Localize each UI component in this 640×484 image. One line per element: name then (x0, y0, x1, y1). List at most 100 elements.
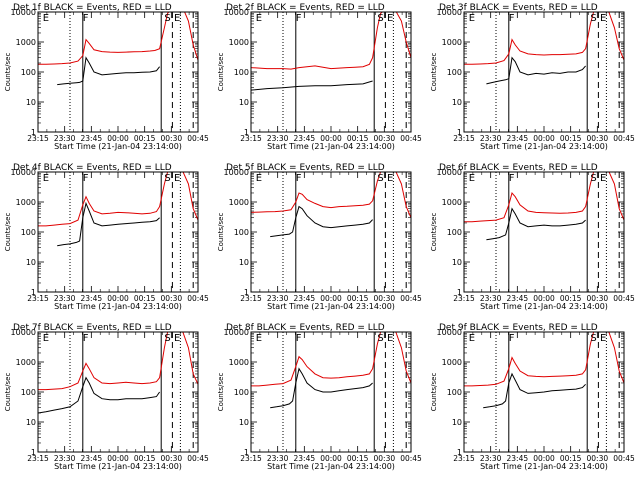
plot-frame (37, 331, 199, 453)
segment-label: E (387, 173, 393, 184)
panel-title: Det 4f BLACK = Events, RED = LLD (13, 163, 172, 173)
x-tick-label: 00:00 (320, 294, 342, 303)
y-tick-label: 10 (452, 258, 462, 267)
segment-label: F (509, 333, 515, 344)
series-line-lld (38, 12, 198, 65)
x-tick-label: 00:30 (161, 454, 183, 463)
segment-label: S (164, 13, 170, 24)
y-tick-label: 1000 (16, 358, 36, 367)
y-tick-label: 10000 (224, 8, 249, 17)
y-tick-label: 1000 (16, 198, 36, 207)
series-line-events (270, 205, 373, 238)
panel-title: Det 1f BLACK = Events, RED = LLD (13, 3, 172, 13)
x-tick-label: 00:30 (374, 294, 396, 303)
x-tick-label: 23:30 (267, 454, 289, 463)
y-tick-label: 1 (457, 448, 462, 457)
x-tick-label: 23:45 (81, 454, 103, 463)
x-tick-label: 00:15 (347, 294, 369, 303)
series-line-lld (251, 12, 411, 70)
x-tick-label: 00:00 (107, 134, 129, 143)
x-tick-label: 00:00 (533, 294, 555, 303)
series-line-lld (251, 332, 411, 387)
detector-panel: Det 2f BLACK = Events, RED = LLD Counts/s… (217, 3, 422, 151)
x-tick-label: 23:15 (27, 294, 49, 303)
y-tick-label: 10 (452, 98, 462, 107)
segment-label: E (43, 13, 49, 24)
x-tick-label: 23:30 (54, 454, 76, 463)
x-tick-label: 00:45 (613, 454, 635, 463)
x-tick-label: 23:45 (507, 134, 529, 143)
y-tick-label: 100 (234, 388, 249, 397)
series-group (38, 12, 198, 86)
y-tick-label: 1000 (442, 38, 462, 47)
series-line-lld (38, 172, 198, 227)
y-tick-label: 100 (234, 228, 249, 237)
y-axis-title: Counts/sec (430, 53, 438, 92)
segment-label: S (377, 173, 383, 184)
x-tick-label: 23:45 (81, 134, 103, 143)
segment-label: E (43, 333, 49, 344)
y-tick-label: 10 (452, 418, 462, 427)
y-tick-label: 1000 (229, 198, 249, 207)
y-tick-label: 10 (26, 418, 36, 427)
segment-label: S (590, 173, 596, 184)
segment-label: E (256, 13, 262, 24)
segment-label: S (590, 333, 596, 344)
series-group (251, 172, 411, 238)
y-tick-label: 1 (457, 288, 462, 297)
x-tick-label: 00:30 (587, 134, 609, 143)
y-tick-label: 100 (21, 228, 36, 237)
x-tick-label: 23:15 (27, 134, 49, 143)
y-tick-label: 100 (447, 228, 462, 237)
segment-label: E (387, 13, 393, 24)
detector-panel: Det 5f BLACK = Events, RED = LLD Counts/s… (217, 163, 422, 311)
panel-title: Det 9f BLACK = Events, RED = LLD (439, 323, 598, 333)
x-axis-title: Start Time (21-Jan-04 23:14:00) (480, 462, 608, 471)
y-tick-label: 10 (239, 258, 249, 267)
segment-label: E (600, 13, 606, 24)
series-line-events (38, 376, 161, 414)
y-tick-label: 1000 (442, 198, 462, 207)
x-tick-label: 00:45 (400, 294, 422, 303)
x-tick-label: 23:15 (453, 454, 475, 463)
y-axis-title: Counts/sec (430, 213, 438, 252)
x-tick-label: 00:00 (320, 454, 342, 463)
y-tick-label: 1000 (229, 38, 249, 47)
y-tick-label: 1000 (442, 358, 462, 367)
plot-frame (250, 11, 412, 133)
x-tick-label: 00:30 (587, 454, 609, 463)
series-line-lld (464, 12, 624, 65)
plot-frame (250, 331, 412, 453)
y-tick-label: 100 (21, 388, 36, 397)
y-tick-label: 1 (244, 128, 249, 137)
x-tick-label: 00:00 (107, 294, 129, 303)
segment-label: E (174, 13, 180, 24)
plot-frame (37, 11, 199, 133)
segment-label: S (590, 13, 596, 24)
y-tick-label: 100 (21, 68, 36, 77)
y-axis-title: Counts/sec (217, 53, 225, 92)
detector-panel: Det 7f BLACK = Events, RED = LLD Counts/s… (4, 323, 209, 471)
y-axis-title: Counts/sec (4, 53, 12, 92)
series-line-events (251, 80, 373, 91)
y-tick-label: 10000 (224, 168, 249, 177)
y-tick-label: 10000 (224, 328, 249, 337)
y-tick-label: 1000 (16, 38, 36, 47)
x-tick-label: 00:15 (134, 294, 156, 303)
detector-panel: Det 3f BLACK = Events, RED = LLD Counts/s… (430, 3, 635, 151)
x-tick-label: 23:30 (54, 134, 76, 143)
x-axis-title: Start Time (21-Jan-04 23:14:00) (480, 142, 608, 151)
x-tick-label: 23:15 (240, 134, 262, 143)
panel-title: Det 3f BLACK = Events, RED = LLD (439, 3, 598, 13)
y-tick-label: 10 (239, 418, 249, 427)
segment-label: E (387, 333, 393, 344)
series-line-events (57, 201, 160, 247)
x-tick-label: 00:45 (613, 134, 635, 143)
series-group (38, 172, 198, 247)
x-tick-label: 00:15 (560, 294, 582, 303)
series-group (38, 332, 198, 414)
y-tick-label: 10 (26, 98, 36, 107)
series-line-lld (38, 332, 198, 391)
series-group (251, 332, 411, 409)
